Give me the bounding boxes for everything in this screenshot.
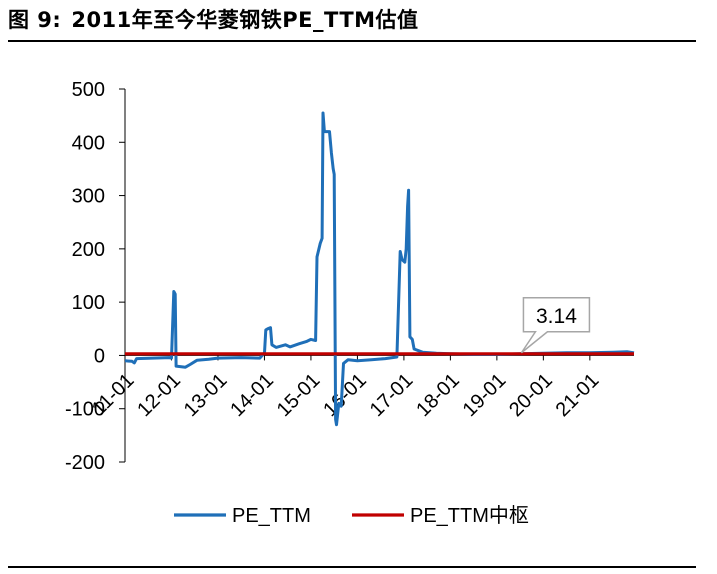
- x-tick-label: 11-01: [88, 369, 139, 420]
- callout-label: 3.14: [536, 305, 577, 328]
- y-tick-label: 100: [72, 292, 105, 314]
- series-group: [124, 111, 635, 427]
- x-tick-label: 15-01: [273, 369, 325, 421]
- figure-title-text: 2011年至今华菱钢铁PE_TTM估值: [71, 8, 419, 32]
- x-tick-label: 14-01: [226, 369, 278, 421]
- y-tick-label: 0: [94, 345, 105, 367]
- top-divider: [8, 40, 696, 42]
- x-tick-label: 18-01: [412, 369, 464, 421]
- legend-label-pe-ttm: PE_TTM: [232, 505, 311, 527]
- figure-label: 图 9:: [8, 8, 62, 32]
- y-tick-label: 500: [72, 79, 105, 101]
- annotations: 3.14: [520, 297, 591, 354]
- y-tick-label: 300: [72, 186, 105, 208]
- x-tick-label: 13-01: [180, 369, 232, 421]
- y-tick-label: -100: [65, 399, 105, 421]
- y-tick-label: 400: [72, 132, 105, 154]
- x-tick-label: 16-01: [319, 369, 371, 421]
- x-tick-label: 21-01: [552, 369, 604, 421]
- series-line-pe-ttm: [124, 111, 635, 427]
- y-tick-label: 200: [72, 239, 105, 261]
- axes: 5004003002001000-100-20011-0112-0113-011…: [65, 79, 634, 474]
- legend: PE_TTM PE_TTM中枢: [174, 504, 529, 527]
- y-tick-label: -200: [65, 452, 105, 474]
- x-tick-label: 12-01: [133, 369, 185, 421]
- x-tick-label: 19-01: [459, 369, 511, 421]
- x-tick-label: 17-01: [366, 369, 418, 421]
- bottom-divider: [8, 566, 696, 568]
- x-tick-label: 20-01: [505, 369, 557, 421]
- figure-title: 图 9: 2011年至今华菱钢铁PE_TTM估值: [8, 4, 419, 34]
- legend-label-pe-ttm-center: PE_TTM中枢: [410, 504, 529, 527]
- callout-box: [520, 297, 591, 354]
